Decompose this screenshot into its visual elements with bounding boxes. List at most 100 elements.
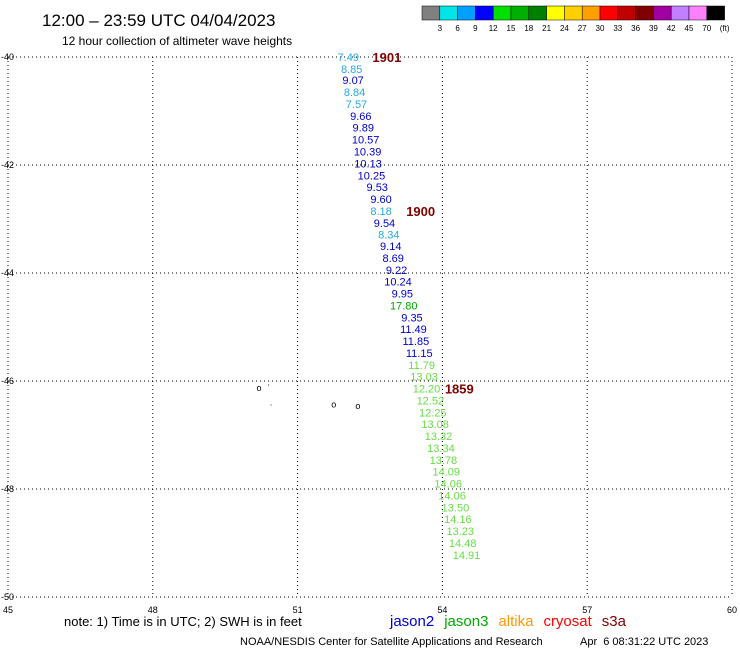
legend-label: 30	[596, 24, 605, 33]
footer-credit: NOAA/NESDIS Center for Satellite Applica…	[240, 636, 543, 648]
island-mark: ·	[267, 380, 270, 390]
legend-swatch	[528, 5, 547, 21]
swh-value-label: 11.15	[406, 348, 433, 360]
swh-value-label: 9.07	[342, 75, 363, 87]
legend-swatch	[492, 5, 512, 21]
y-tick-label: -40	[1, 52, 14, 62]
legend-swatch	[475, 5, 494, 21]
legend-swatch	[688, 5, 708, 21]
island-mark: o	[355, 401, 360, 411]
swh-value-label: 13.32	[425, 431, 453, 443]
island-mark: o	[331, 400, 336, 410]
swh-value-label: 12.52	[417, 395, 445, 407]
y-tick-label: -48	[1, 484, 14, 494]
legend-label: 36	[631, 24, 640, 33]
legend-swatch	[439, 5, 458, 21]
swh-value-label: 9.35	[401, 312, 422, 324]
legend-swatch	[635, 5, 654, 21]
swh-value-label: 8.34	[378, 230, 399, 242]
plot-area: 45 48 51 54 57 60-40-42-44-46-48-50o ·· o o7.498…	[1, 50, 737, 615]
legend-swatch	[653, 5, 672, 21]
swh-value-label: 14.48	[449, 538, 477, 550]
legend-swatch	[546, 5, 565, 21]
swh-value-label: 14.16	[444, 514, 472, 526]
swh-value-label: 8.84	[344, 87, 365, 99]
legend-label: 15	[507, 24, 516, 33]
legend-swatch	[670, 5, 690, 21]
x-tick-label: 48	[148, 605, 158, 615]
y-tick-label: -50	[1, 592, 14, 602]
y-tick-label: -42	[1, 160, 14, 170]
legend-label: 27	[578, 24, 587, 33]
swh-value-label: 14.06	[438, 490, 466, 502]
x-tick-label: 54	[437, 605, 447, 615]
y-tick-label: -46	[1, 376, 14, 386]
y-tick-label: -44	[1, 268, 14, 278]
footer-note: note: 1) Time is in UTC; 2) SWH is in fe…	[64, 614, 302, 629]
swh-value-label: 14.06	[434, 479, 462, 491]
pass-time-label: 1859	[445, 382, 474, 397]
swh-value-label: 11.49	[400, 324, 427, 336]
legend-swatch	[457, 5, 476, 21]
swh-value-label: 12.25	[419, 407, 447, 419]
legend-swatch	[564, 5, 583, 21]
island-mark: ·	[270, 400, 273, 410]
satellite-altika: altika	[498, 613, 534, 630]
swh-value-label: 9.53	[367, 182, 388, 194]
pass-time-label: 1901	[372, 50, 401, 65]
swh-value-label: 8.18	[370, 206, 391, 218]
legend-label: 70	[702, 24, 711, 33]
legend-label: 6	[455, 24, 460, 33]
swh-value-label: 13.50	[442, 502, 470, 514]
swh-value-label: 11.79	[408, 360, 435, 372]
legend-label: 24	[560, 24, 569, 33]
island-mark: o	[256, 383, 261, 393]
legend-swatch	[599, 5, 619, 21]
satellite-jason2: jason2	[389, 613, 434, 630]
swh-value-label: 10.57	[352, 135, 380, 147]
legend-swatch	[706, 5, 725, 21]
legend-swatch	[617, 5, 636, 21]
swh-value-label: 7.57	[346, 99, 367, 111]
x-tick-label: 60	[727, 605, 737, 615]
swh-value-label: 10.24	[384, 277, 412, 289]
swh-value-label: 13.03	[410, 372, 438, 384]
swh-value-label: 13.08	[421, 419, 449, 431]
legend-label: 21	[542, 24, 551, 33]
swh-value-label: 9.95	[392, 289, 413, 301]
chart-title: 12:00 – 23:59 UTC 04/04/2023	[42, 11, 275, 30]
swh-value-label: 13.34	[427, 443, 455, 455]
swh-value-label: 9.14	[380, 241, 401, 253]
chart-subtitle: 12 hour collection of altimeter wave hei…	[62, 34, 292, 48]
swh-value-label: 13.78	[430, 455, 458, 467]
swh-value-label: 14.09	[432, 467, 460, 479]
swh-value-label: 9.60	[370, 194, 391, 206]
swh-value-label: 8.85	[341, 64, 362, 76]
swh-value-label: 8.69	[382, 253, 403, 265]
swh-value-label: 9.22	[386, 265, 407, 277]
legend-label: 3	[438, 24, 443, 33]
footer: note: 1) Time is in UTC; 2) SWH is in fe…	[64, 613, 708, 648]
swh-value-label: 9.89	[353, 123, 374, 135]
satellite-cryosat: cryosat	[543, 613, 592, 630]
swh-value-label: 10.25	[358, 170, 386, 182]
footer-timestamp: Apr 6 08:31:22 UTC 2023	[580, 636, 708, 648]
satellite-jason3: jason3	[443, 613, 488, 630]
legend-label: 9	[473, 24, 478, 33]
swh-value-label: 9.66	[350, 111, 371, 123]
swh-value-label: 11.85	[402, 336, 429, 348]
swh-value-label: 13.23	[446, 526, 474, 538]
legend-swatch	[421, 5, 441, 21]
pass-time-label: 1900	[406, 204, 435, 219]
satellite-legend: jason2 jason3 altika cryosat s3a	[389, 613, 627, 630]
swh-value-label: 9.54	[374, 218, 395, 230]
legend-label: 39	[649, 24, 658, 33]
legend-label: 12	[489, 24, 498, 33]
satellite-s3a: s3a	[602, 613, 627, 630]
legend-swatch	[581, 5, 601, 21]
x-tick-label: 57	[582, 605, 592, 615]
legend-label: 42	[667, 24, 676, 33]
swh-value-label: 10.39	[354, 147, 382, 159]
swh-value-label: 14.91	[453, 550, 481, 562]
